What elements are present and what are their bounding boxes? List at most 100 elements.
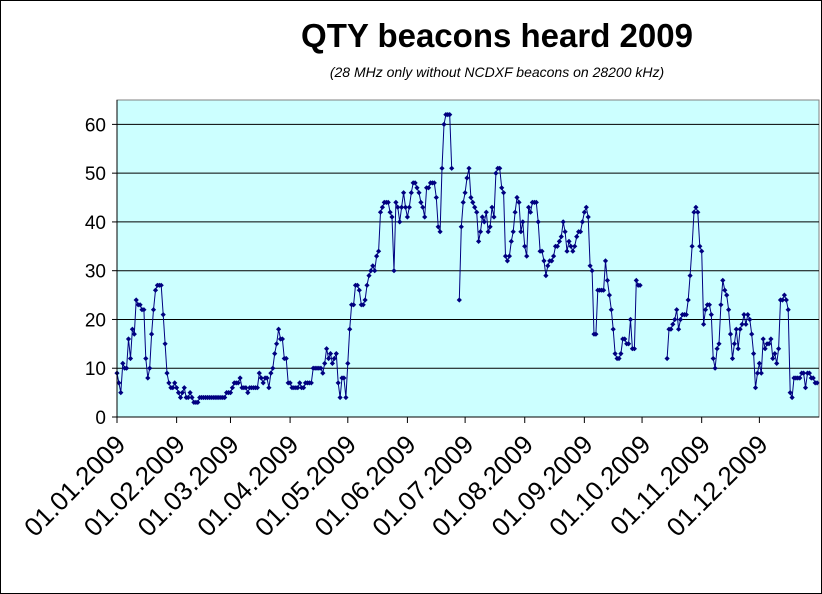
data-point bbox=[460, 199, 466, 205]
data-point bbox=[697, 243, 703, 249]
data-point bbox=[270, 365, 276, 371]
data-point bbox=[699, 248, 705, 254]
data-point bbox=[483, 209, 489, 215]
data-point bbox=[174, 385, 180, 391]
data-point bbox=[374, 253, 380, 259]
data-point bbox=[608, 307, 614, 313]
data-point bbox=[287, 380, 293, 386]
data-point bbox=[570, 248, 576, 254]
data-point bbox=[404, 214, 410, 220]
data-point bbox=[762, 346, 768, 352]
data-point bbox=[356, 287, 362, 293]
data-point bbox=[470, 199, 476, 205]
data-point bbox=[604, 277, 610, 283]
data-point bbox=[801, 370, 807, 376]
data-point bbox=[141, 307, 147, 313]
data-point bbox=[279, 336, 285, 342]
data-point bbox=[522, 243, 528, 249]
data-point bbox=[527, 209, 534, 215]
data-point bbox=[351, 302, 357, 308]
data-point bbox=[727, 331, 734, 337]
data-point bbox=[131, 331, 137, 337]
data-point bbox=[502, 253, 509, 259]
data-point bbox=[368, 268, 374, 274]
data-point bbox=[185, 394, 191, 401]
data-point bbox=[283, 355, 289, 362]
y-tick-label: 0 bbox=[95, 408, 106, 429]
data-point bbox=[572, 243, 578, 249]
data-point bbox=[497, 165, 503, 171]
data-point bbox=[714, 346, 720, 352]
data-point bbox=[441, 121, 447, 127]
data-point bbox=[526, 204, 532, 210]
data-point bbox=[389, 214, 395, 220]
data-point bbox=[402, 204, 409, 210]
data-point bbox=[545, 263, 551, 269]
data-point bbox=[702, 307, 709, 313]
data-point bbox=[462, 190, 468, 196]
chart-title: QTY beacons heard 2009 bbox=[301, 17, 693, 54]
data-point bbox=[539, 248, 545, 254]
data-point bbox=[133, 297, 139, 303]
data-point bbox=[731, 341, 737, 347]
data-point bbox=[510, 229, 516, 235]
data-point bbox=[485, 229, 491, 235]
data-point bbox=[558, 234, 564, 240]
data-point bbox=[437, 229, 443, 235]
data-point bbox=[637, 282, 643, 288]
data-point bbox=[722, 287, 728, 293]
data-point bbox=[360, 302, 366, 308]
data-point bbox=[256, 370, 262, 376]
data-point bbox=[787, 390, 793, 396]
data-point bbox=[435, 224, 441, 230]
data-point bbox=[549, 258, 555, 264]
data-point bbox=[320, 370, 326, 376]
data-point bbox=[456, 297, 462, 303]
data-point bbox=[518, 229, 524, 235]
data-point bbox=[685, 297, 691, 303]
y-tick-label: 40 bbox=[85, 213, 106, 234]
data-point bbox=[606, 292, 612, 298]
data-point bbox=[743, 321, 749, 327]
data-point bbox=[579, 219, 585, 225]
data-point bbox=[477, 229, 484, 235]
data-point bbox=[464, 175, 470, 181]
data-point bbox=[601, 287, 607, 293]
data-point bbox=[481, 219, 487, 225]
data-point bbox=[712, 365, 718, 371]
data-point bbox=[158, 282, 164, 288]
data-point bbox=[362, 297, 368, 303]
data-point bbox=[237, 375, 243, 381]
data-point bbox=[318, 365, 324, 371]
data-point bbox=[439, 165, 445, 171]
data-point bbox=[474, 209, 480, 215]
y-tick-label: 20 bbox=[85, 310, 106, 331]
data-point bbox=[729, 355, 736, 362]
data-point bbox=[747, 316, 753, 323]
data-point bbox=[397, 219, 403, 225]
data-point bbox=[708, 312, 714, 318]
data-point bbox=[491, 214, 497, 220]
data-point bbox=[179, 390, 185, 396]
data-point bbox=[354, 282, 360, 288]
data-point bbox=[343, 394, 349, 401]
data-point bbox=[499, 185, 505, 191]
data-point bbox=[514, 194, 520, 201]
data-point bbox=[581, 209, 587, 215]
data-point bbox=[476, 238, 482, 244]
data-point bbox=[689, 243, 695, 249]
data-point bbox=[668, 326, 674, 332]
data-point bbox=[266, 385, 272, 391]
data-point bbox=[149, 331, 155, 337]
data-point bbox=[616, 355, 622, 362]
data-point bbox=[274, 341, 280, 347]
data-point bbox=[631, 346, 637, 352]
data-point bbox=[412, 180, 418, 186]
data-point bbox=[676, 326, 682, 332]
data-point bbox=[724, 292, 730, 298]
y-tick-label: 30 bbox=[85, 262, 106, 283]
data-point bbox=[479, 214, 485, 220]
data-point bbox=[766, 341, 772, 347]
data-point bbox=[189, 394, 195, 401]
